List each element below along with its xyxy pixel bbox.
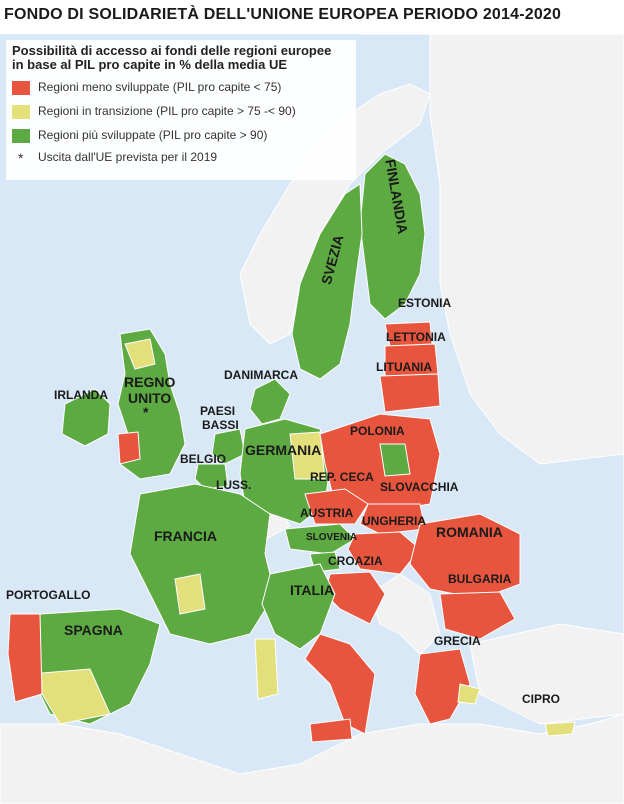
region-italia — [261, 563, 336, 650]
label-bulgaria: BULGARIA — [448, 572, 512, 586]
label-portogallo: PORTOGALLO — [6, 588, 91, 602]
region-finlandia — [359, 153, 426, 320]
label-francia: FRANCIA — [154, 528, 217, 544]
legend-label-transition: Regioni in transizione (PIL pro capite >… — [38, 104, 296, 118]
label-germania: GERMANIA — [245, 442, 322, 458]
region-grecia — [414, 648, 471, 725]
label-ungheria: UNGHERIA — [362, 514, 427, 528]
legend-heading-line1: Possibilità di accesso ai fondi delle re… — [12, 43, 332, 58]
region-polonia-more — [379, 443, 411, 477]
region-lituania — [379, 373, 441, 413]
region-belgio — [194, 463, 229, 490]
legend-heading: Possibilità di accesso ai fondi delle re… — [12, 44, 331, 72]
legend-label-more: Regioni più sviluppate (PIL pro capite >… — [38, 128, 268, 142]
uk-exit-star-icon: * — [143, 404, 149, 420]
label-cipro: CIPRO — [522, 692, 561, 706]
region-spagna-trans — [29, 668, 111, 725]
label-paesi-bassi-2: BASSI — [202, 418, 239, 432]
label-regno-unito-2: UNITO — [128, 390, 172, 406]
non-eu-russia — [429, 34, 624, 465]
label-paesi-bassi-1: PAESI — [200, 404, 236, 418]
legend-note-label: Uscita dall'UE prevista per il 2019 — [38, 150, 218, 164]
label-estonia: ESTONIA — [398, 296, 452, 310]
region-portogallo — [7, 613, 43, 703]
page-title: FONDO DI SOLIDARIETÀ DELL'UNIONE EUROPEA… — [4, 6, 562, 23]
legend-label-less: Regioni meno sviluppate (PIL pro capite … — [38, 80, 282, 94]
label-lettonia: LETTONIA — [386, 330, 446, 344]
non-eu-turkey — [469, 623, 624, 725]
label-belgio: BELGIO — [180, 452, 227, 466]
label-regno-unito-1: REGNO — [124, 374, 176, 390]
region-uk-transition — [124, 338, 156, 370]
region-uk-less — [117, 431, 141, 465]
region-irlanda — [61, 388, 111, 447]
region-polonia — [319, 413, 441, 513]
europe-map — [0, 34, 624, 804]
label-spagna: SPAGNA — [64, 622, 123, 638]
label-danimarca: DANIMARCA — [224, 368, 298, 382]
region-paesi-bassi — [211, 428, 246, 465]
region-austria — [284, 523, 356, 555]
label-romania: ROMANIA — [436, 524, 503, 540]
asterisk-icon: * — [18, 150, 24, 166]
region-sicilia — [309, 718, 353, 743]
legend-heading-line2: in base al PIL pro capite in % della med… — [12, 57, 288, 72]
region-rep-ceca — [304, 488, 369, 525]
label-slovenia: SLOVENIA — [306, 532, 358, 543]
label-croazia: CROAZIA — [328, 554, 383, 568]
region-bulgaria — [439, 591, 516, 640]
region-sardegna — [254, 638, 279, 700]
non-eu-land — [0, 34, 624, 804]
non-eu-balkans — [369, 573, 441, 655]
label-polonia: POLONIA — [350, 424, 405, 438]
legend-swatch-less — [12, 81, 30, 95]
label-rep-ceca: REP. CECA — [310, 470, 374, 484]
region-grecia-trans — [457, 683, 481, 705]
label-austria: AUSTRIA — [300, 506, 354, 520]
region-francia-trans — [174, 573, 206, 615]
region-danimarca — [249, 378, 291, 425]
legend: Possibilità di accesso ai fondi delle re… — [6, 40, 356, 180]
legend-swatch-more — [12, 129, 30, 143]
region-francia — [129, 483, 276, 645]
label-luss: LUSS. — [216, 478, 252, 492]
label-grecia: GRECIA — [434, 634, 481, 648]
label-lituania: LITUANIA — [376, 360, 432, 374]
region-italia-sud — [304, 633, 376, 735]
label-italia: ITALIA — [290, 582, 335, 598]
region-germania-trans — [289, 431, 326, 480]
region-cipro — [544, 721, 576, 737]
region-ungheria — [347, 531, 421, 575]
label-irlanda: IRLANDA — [54, 388, 108, 402]
region-svezia — [291, 183, 363, 380]
label-slovacchia: SLOVACCHIA — [380, 480, 459, 494]
region-slovacchia — [359, 503, 426, 535]
legend-swatch-transition — [12, 105, 30, 119]
